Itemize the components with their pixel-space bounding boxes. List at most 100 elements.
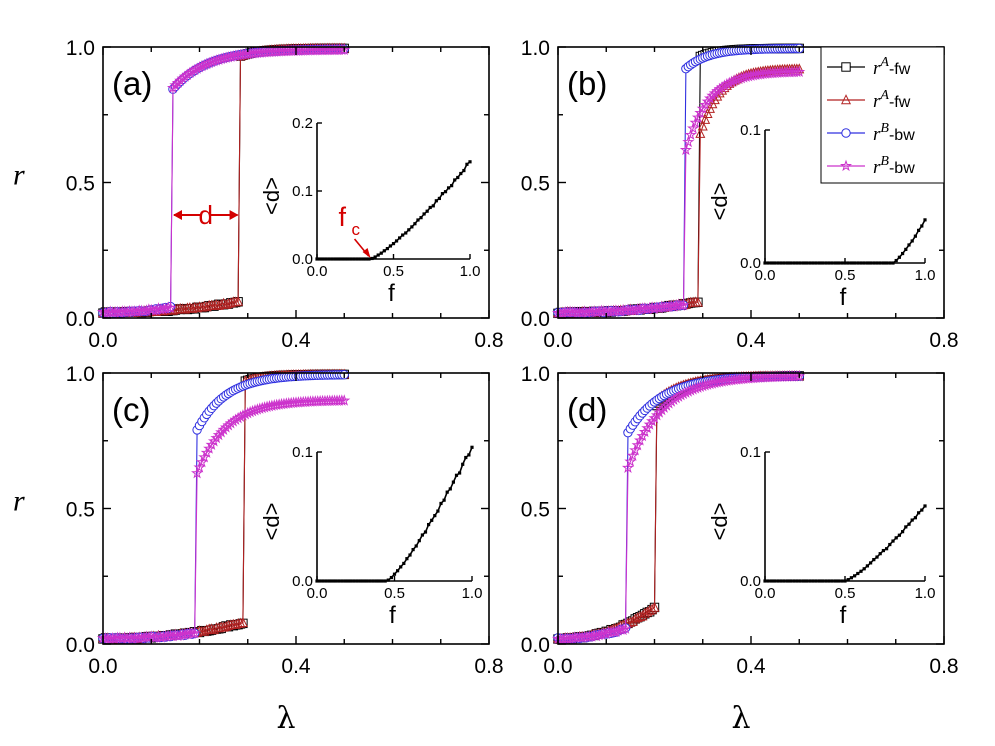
inset-point-26 xyxy=(394,239,399,243)
inset: 0.0 0.5 1.0 0.0 0.1 f <d> xyxy=(259,444,482,629)
y-tick-label: 1.0 xyxy=(521,37,550,60)
data-point-starB-52 xyxy=(677,298,690,311)
inset-point-38 xyxy=(433,514,437,518)
inset-point-40 xyxy=(891,539,895,543)
data-point-triA-50 xyxy=(218,297,229,308)
inset-point-26 xyxy=(846,578,850,582)
inset-y-label: <d> xyxy=(259,503,284,541)
d-arrow-right-head xyxy=(229,210,239,221)
data-point-starB-30 xyxy=(624,455,637,467)
panel-c: 0.0 0.4 0.8 0.0 0.5 1.0 (c) r 0.0 0.5 1.0 0.0 0.1 f <d… xyxy=(13,363,504,678)
inset-point-21 xyxy=(379,251,383,255)
x-tick-label: 0.0 xyxy=(543,655,572,678)
inset-point-40 xyxy=(439,501,443,506)
y-axis-label: r xyxy=(13,159,25,192)
inset-y-label: <d> xyxy=(707,183,732,221)
panel-label: (d) xyxy=(567,391,607,428)
inset-point-41 xyxy=(440,192,445,196)
data-point-starB-61 xyxy=(699,98,712,111)
inset-point-47 xyxy=(913,516,917,520)
data-point-triA-65 xyxy=(709,94,720,105)
data-point-starB-54 xyxy=(682,135,695,148)
data-point-starB-56 xyxy=(687,122,700,134)
data-point-triA-60 xyxy=(697,120,708,131)
inset-point-33 xyxy=(416,218,420,222)
data-point-starB-46 xyxy=(207,434,221,447)
inset-point-26 xyxy=(396,569,400,573)
legend: rA-fw rA-fw rB-bw rB-bw xyxy=(820,46,945,184)
data-point-triA-36 xyxy=(639,607,650,618)
inset-point-45 xyxy=(907,522,911,526)
inset-y-tick-label: 0.0 xyxy=(292,251,313,268)
inset-point-32 xyxy=(413,222,417,226)
legend-marker-square xyxy=(841,62,851,72)
series-starB xyxy=(96,43,351,319)
inset-y-tick-label: 0.0 xyxy=(740,573,761,590)
inset-background xyxy=(765,452,925,581)
x-tick-label: 0.8 xyxy=(474,329,503,352)
data-point-starB-31 xyxy=(626,449,639,461)
legend-entry-2: rB-bw xyxy=(827,121,915,145)
inset-point-28 xyxy=(401,233,405,237)
inset-point-42 xyxy=(897,255,901,259)
inset-point-50 xyxy=(470,445,474,449)
inset-x-tick-label: 0.0 xyxy=(307,585,328,602)
data-point-starB-53 xyxy=(679,143,692,156)
inset-point-39 xyxy=(888,542,892,547)
data-point-triA-58 xyxy=(692,296,703,307)
inset-point-50 xyxy=(468,160,472,164)
data-point-starB-100 xyxy=(338,394,351,406)
inset-x-tick-label: 0.5 xyxy=(835,267,856,284)
inset-y-label: <d> xyxy=(707,503,732,541)
y-axis-label: r xyxy=(13,485,25,518)
data-point-triA-37 xyxy=(642,606,653,617)
x-tick-label: 0.4 xyxy=(736,655,766,678)
data-point-starB-47 xyxy=(210,431,223,444)
data-point-starB-28 xyxy=(164,301,177,314)
inset-point-37 xyxy=(881,548,885,553)
data-point-starB-41 xyxy=(195,455,208,468)
inset-y-tick-label: 0.2 xyxy=(292,115,313,132)
data-point-triA-40 xyxy=(649,601,660,612)
inset-point-46 xyxy=(910,239,914,243)
inset-point-44 xyxy=(451,480,455,484)
inset-point-34 xyxy=(872,558,876,562)
inset-x-tick-label: 0.5 xyxy=(384,585,405,602)
y-tick-label: 1.0 xyxy=(66,363,95,386)
inset-point-49 xyxy=(465,162,469,166)
x-tick-label: 0.4 xyxy=(736,329,766,352)
inset-y-tick-label: 0.1 xyxy=(292,183,313,200)
data-point-starB-32 xyxy=(629,443,642,456)
x-axis-label: λ xyxy=(731,701,750,736)
inset-point-23 xyxy=(386,578,390,582)
inset-point-45 xyxy=(454,473,459,477)
y-tick-label: 1.0 xyxy=(521,363,550,386)
fc-subscript: c xyxy=(352,220,361,239)
panel-b: 0.0 0.4 0.8 0.0 0.5 1.0 (b) 0.0 0.5 1.0 0.0 0.1 f <d> xyxy=(521,37,959,352)
inset-point-41 xyxy=(894,258,898,263)
inset-x-tick-label: 0.0 xyxy=(307,263,328,280)
legend-entry-1: rA-fw xyxy=(827,88,911,112)
inset-point-50 xyxy=(923,504,927,508)
inset-x-tick-label: 0.0 xyxy=(755,585,776,602)
inset-point-43 xyxy=(446,186,451,190)
data-point-starB-38 xyxy=(643,418,656,430)
data-point-starB-48 xyxy=(212,428,225,441)
inset-point-46 xyxy=(456,175,460,180)
inset-y-tick-label: 0.0 xyxy=(740,255,761,272)
y-tick-label: 0.0 xyxy=(521,308,550,331)
inset-point-48 xyxy=(464,455,468,460)
legend-marker-star xyxy=(839,159,853,172)
data-point-starB-40 xyxy=(648,411,661,424)
y-tick-label: 0.5 xyxy=(521,499,550,522)
data-point-starB-57 xyxy=(689,116,702,128)
d-label: d xyxy=(199,200,213,230)
inset-point-30 xyxy=(407,228,411,232)
x-tick-label: 0.4 xyxy=(281,329,311,352)
x-tick-label: 0.8 xyxy=(929,655,958,678)
inset-point-29 xyxy=(405,557,409,561)
series-starB xyxy=(551,369,806,645)
inset-background xyxy=(317,452,472,581)
inset-point-40 xyxy=(437,196,441,201)
